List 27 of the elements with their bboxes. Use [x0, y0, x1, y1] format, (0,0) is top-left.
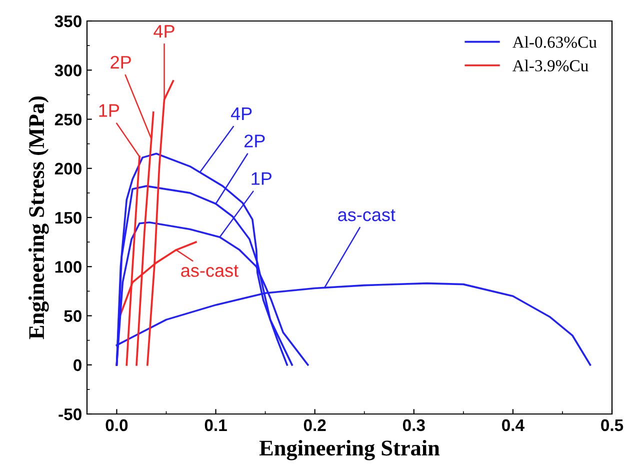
x-tick-label: 0.1: [204, 419, 227, 432]
annotation: 2P: [244, 134, 265, 148]
y-tick-label: 50: [64, 310, 82, 322]
y-axis-title: Engineering Stress (MPa): [28, 96, 49, 340]
y-tick-label: 200: [54, 162, 82, 175]
x-tick-label: 0.2: [304, 419, 326, 432]
annotation: 1P: [252, 172, 272, 185]
annotation: 4P: [154, 25, 174, 38]
x-tick-label: 0.4: [502, 419, 524, 432]
y-tick-label: 0: [74, 359, 82, 372]
x-tick-label: 0.0: [106, 419, 128, 432]
annotation: 4P: [230, 108, 252, 120]
x-tick-label: 0.5: [601, 419, 624, 432]
y-tick-label: 150: [55, 212, 82, 224]
annotation: as-cast: [338, 209, 396, 222]
y-tick-label: -50: [58, 408, 82, 420]
y-tick-label: 250: [54, 114, 82, 126]
legend-label: Al-0.63%Cu: [512, 36, 597, 48]
annotation: as-cast: [181, 265, 238, 277]
x-tick-label: 0.3: [402, 419, 425, 432]
y-tick-label: 350: [54, 15, 82, 28]
annotation: 1P: [99, 104, 120, 117]
annotation: 2P: [110, 56, 131, 68]
y-tick-label: 300: [54, 64, 82, 76]
legend-label: Al-3.9%Cu: [512, 60, 588, 72]
y-tick-label: 100: [55, 261, 82, 273]
x-axis-title: Engineering Strain: [259, 440, 440, 460]
